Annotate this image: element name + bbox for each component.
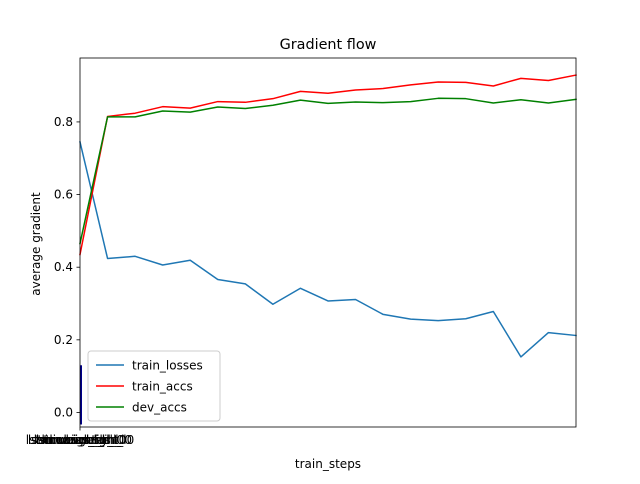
x-tick-label: lstm.weight_hh_l0 [26, 433, 134, 447]
plot-area [79, 74, 577, 425]
series-line-train-losses [79, 140, 577, 358]
series-line-train-accs [79, 74, 577, 256]
x-tick-label: lstm.bias_hh_l0 [34, 433, 127, 447]
y-tick-label: 0.4 [54, 260, 73, 274]
y-tick-label: 0.8 [54, 115, 73, 129]
y-tick-label: 0.6 [54, 188, 73, 202]
legend-label: train_accs [132, 380, 193, 394]
legend-label: train_losses [132, 359, 203, 373]
legend-label: dev_accs [132, 401, 187, 415]
y-axis-label: average gradient [29, 192, 43, 296]
x-tick-label: lstm.weight_ih_l0 [28, 433, 132, 447]
x-tick-label: linear.bias [49, 433, 110, 447]
axes: 0.0 0.2 0.4 0.6 0.8 lstm.weight_ih_l0lstm.wei… [26, 57, 577, 447]
axes-frame [79, 57, 577, 428]
chart-title: Gradient flow [280, 37, 377, 53]
series-line-dev-accs [79, 97, 577, 245]
x-tick-label: lstm.bias_ih_l0 [36, 433, 124, 447]
legend-box [87, 350, 221, 422]
legend: train_losses train_accs dev_accs [87, 350, 221, 422]
y-tick-label: 0.2 [54, 333, 73, 347]
gradient-bar [80, 365, 82, 425]
y-tick-label: 0.0 [54, 405, 73, 419]
x-axis-label: train_steps [295, 457, 361, 471]
x-tick-label: linear.weight [41, 433, 118, 447]
